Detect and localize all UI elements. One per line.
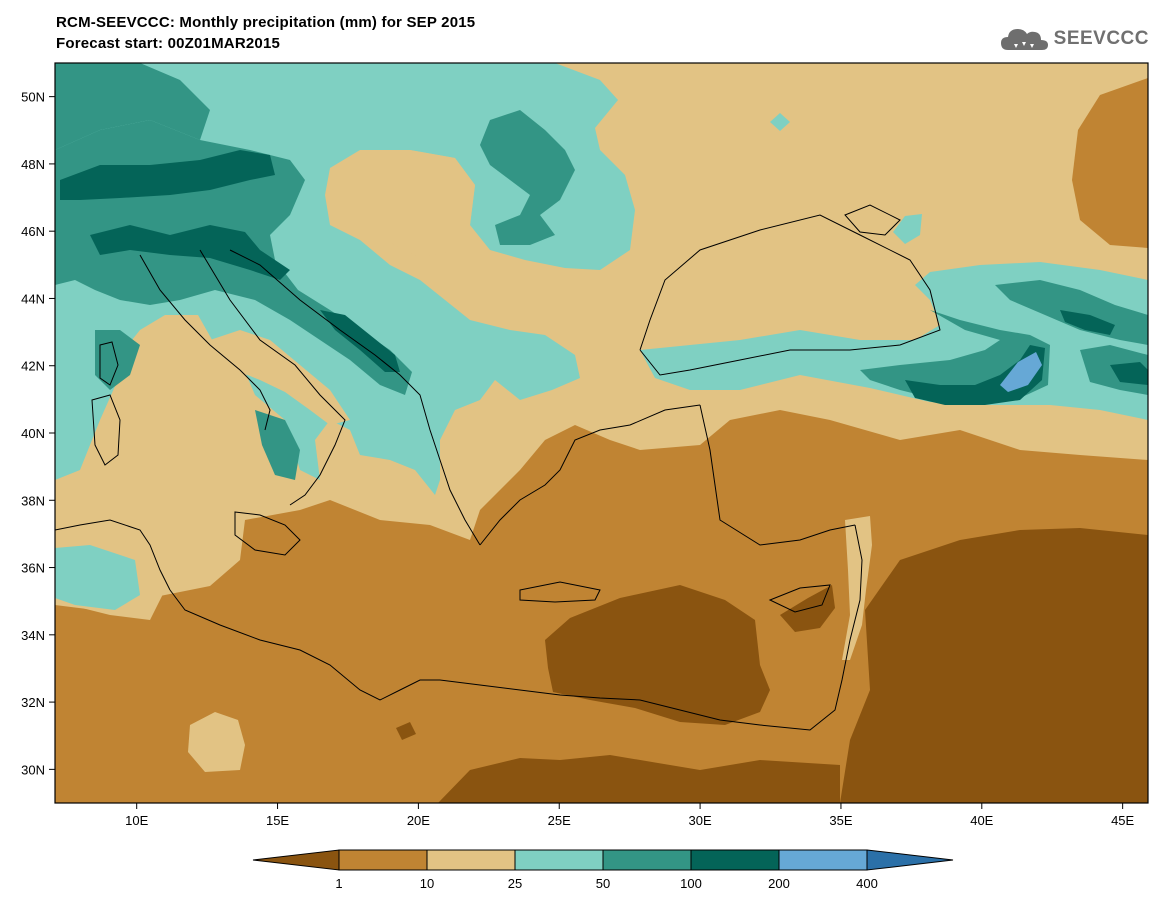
- coastline-italy-west: [139, 254, 271, 431]
- field-lt1-egypt: [545, 585, 770, 725]
- coastline-blacksea: [639, 214, 941, 376]
- field-25-50-crimea: [893, 214, 922, 244]
- lon-tick-label: 30E: [689, 813, 712, 828]
- colorbar-threshold-label: 1: [335, 876, 342, 891]
- coastline-sicily: [234, 511, 301, 556]
- lon-tick-label: 25E: [548, 813, 571, 828]
- logo-text: SEEVCCC: [1053, 28, 1149, 49]
- field-200-400-georgia: [1000, 352, 1042, 392]
- lat-tick-label: 36N: [21, 561, 45, 576]
- coastline-aegean: [479, 404, 701, 546]
- lat-tick-label: 34N: [21, 628, 45, 643]
- lat-tick-label: 46N: [21, 224, 45, 239]
- latitude-axis: 50N 48N 46N 44N 42N 40N 38N 36N 34N 32N 30N: [21, 90, 55, 777]
- field-10-25-adriatic-italy: [210, 330, 350, 425]
- field-lt1-libya-dot: [396, 722, 416, 740]
- precipitation-field: [55, 63, 1148, 803]
- cloud-logo-icon: [1000, 29, 1048, 50]
- field-50-100-italy-south: [255, 410, 300, 480]
- field-100-200-adriatic: [320, 310, 400, 372]
- lat-tick-label: 48N: [21, 157, 45, 172]
- colorbar-threshold-label: 25: [508, 876, 522, 891]
- longitude-axis: 10E 15E 20E 25E 30E 35E 40E 45E: [125, 803, 1135, 828]
- lat-tick-label: 40N: [21, 426, 45, 441]
- lon-tick-label: 20E: [407, 813, 430, 828]
- lon-tick-label: 10E: [125, 813, 148, 828]
- colorbar-swatch: [426, 849, 516, 871]
- field-25-50-tunisia: [55, 545, 140, 610]
- field-100-200-caspian: [1110, 362, 1148, 385]
- lat-tick-label: 38N: [21, 493, 45, 508]
- field-50-100-north: [55, 63, 210, 150]
- colorbar-swatch: [514, 849, 604, 871]
- field-100-200-slovenia: [90, 225, 290, 280]
- colorbar-legend: 1 10 25 50 100 200 400: [252, 849, 954, 891]
- field-50-100-italy-west: [95, 330, 140, 390]
- coastline-egypt-libya: [169, 589, 761, 726]
- field-100-200-alps: [60, 150, 275, 200]
- colorbar-threshold-label: 200: [768, 876, 790, 891]
- lon-tick-label: 45E: [1111, 813, 1134, 828]
- field-50-100-carpathians: [480, 110, 575, 245]
- coastline-cyprus: [768, 584, 831, 613]
- coastline-levant: [759, 524, 863, 731]
- field-10-25-levant-coast: [842, 516, 872, 660]
- colorbar-swatch: [690, 849, 780, 871]
- lon-tick-label: 40E: [970, 813, 993, 828]
- field-lt1-south-strip: [438, 755, 840, 803]
- coastline-crete: [519, 581, 601, 603]
- colorbar-swatch: [778, 849, 868, 871]
- lat-tick-label: 42N: [21, 359, 45, 374]
- field-1-10-northeast: [1072, 78, 1148, 248]
- lat-tick-label: 50N: [21, 90, 45, 105]
- lon-tick-label: 15E: [266, 813, 289, 828]
- coastline-italy: [199, 249, 346, 506]
- coastline-anatolia-south: [699, 404, 856, 546]
- field-lt1-arabia: [840, 528, 1148, 803]
- coastline-sardinia: [91, 394, 121, 466]
- seevccc-logo: SEEVCCC: [1000, 22, 1149, 56]
- coastline-corsica: [99, 341, 119, 386]
- field-100-200-greater-caucasus: [1060, 310, 1115, 335]
- colorbar-threshold-label: 50: [596, 876, 610, 891]
- colorbar-lower-extension: [252, 849, 340, 871]
- lat-tick-label: 44N: [21, 291, 45, 306]
- field-10-25-libya-island: [188, 712, 245, 772]
- colorbar-swatch: [602, 849, 692, 871]
- coastline-azov: [844, 204, 901, 236]
- colorbar-threshold-label: 100: [680, 876, 702, 891]
- field-25-50-ukraine-dot: [770, 113, 790, 131]
- coastline-tunisia: [55, 519, 171, 591]
- coastlines: [55, 204, 941, 731]
- map-title: RCM-SEEVCCC: Monthly precipitation (mm) …: [56, 14, 476, 31]
- lat-tick-label: 32N: [21, 695, 45, 710]
- lat-tick-label: 30N: [21, 762, 45, 777]
- colorbar-upper-extension: [866, 849, 954, 871]
- colorbar-swatch: [338, 849, 428, 871]
- colorbar-threshold-label: 400: [856, 876, 878, 891]
- forecast-start-subtitle: Forecast start: 00Z01MAR2015: [56, 35, 281, 52]
- field-10-25-hungary: [330, 150, 475, 258]
- colorbar-threshold-label: 10: [420, 876, 434, 891]
- lon-tick-label: 35E: [829, 813, 852, 828]
- coastline-balkans: [229, 249, 481, 546]
